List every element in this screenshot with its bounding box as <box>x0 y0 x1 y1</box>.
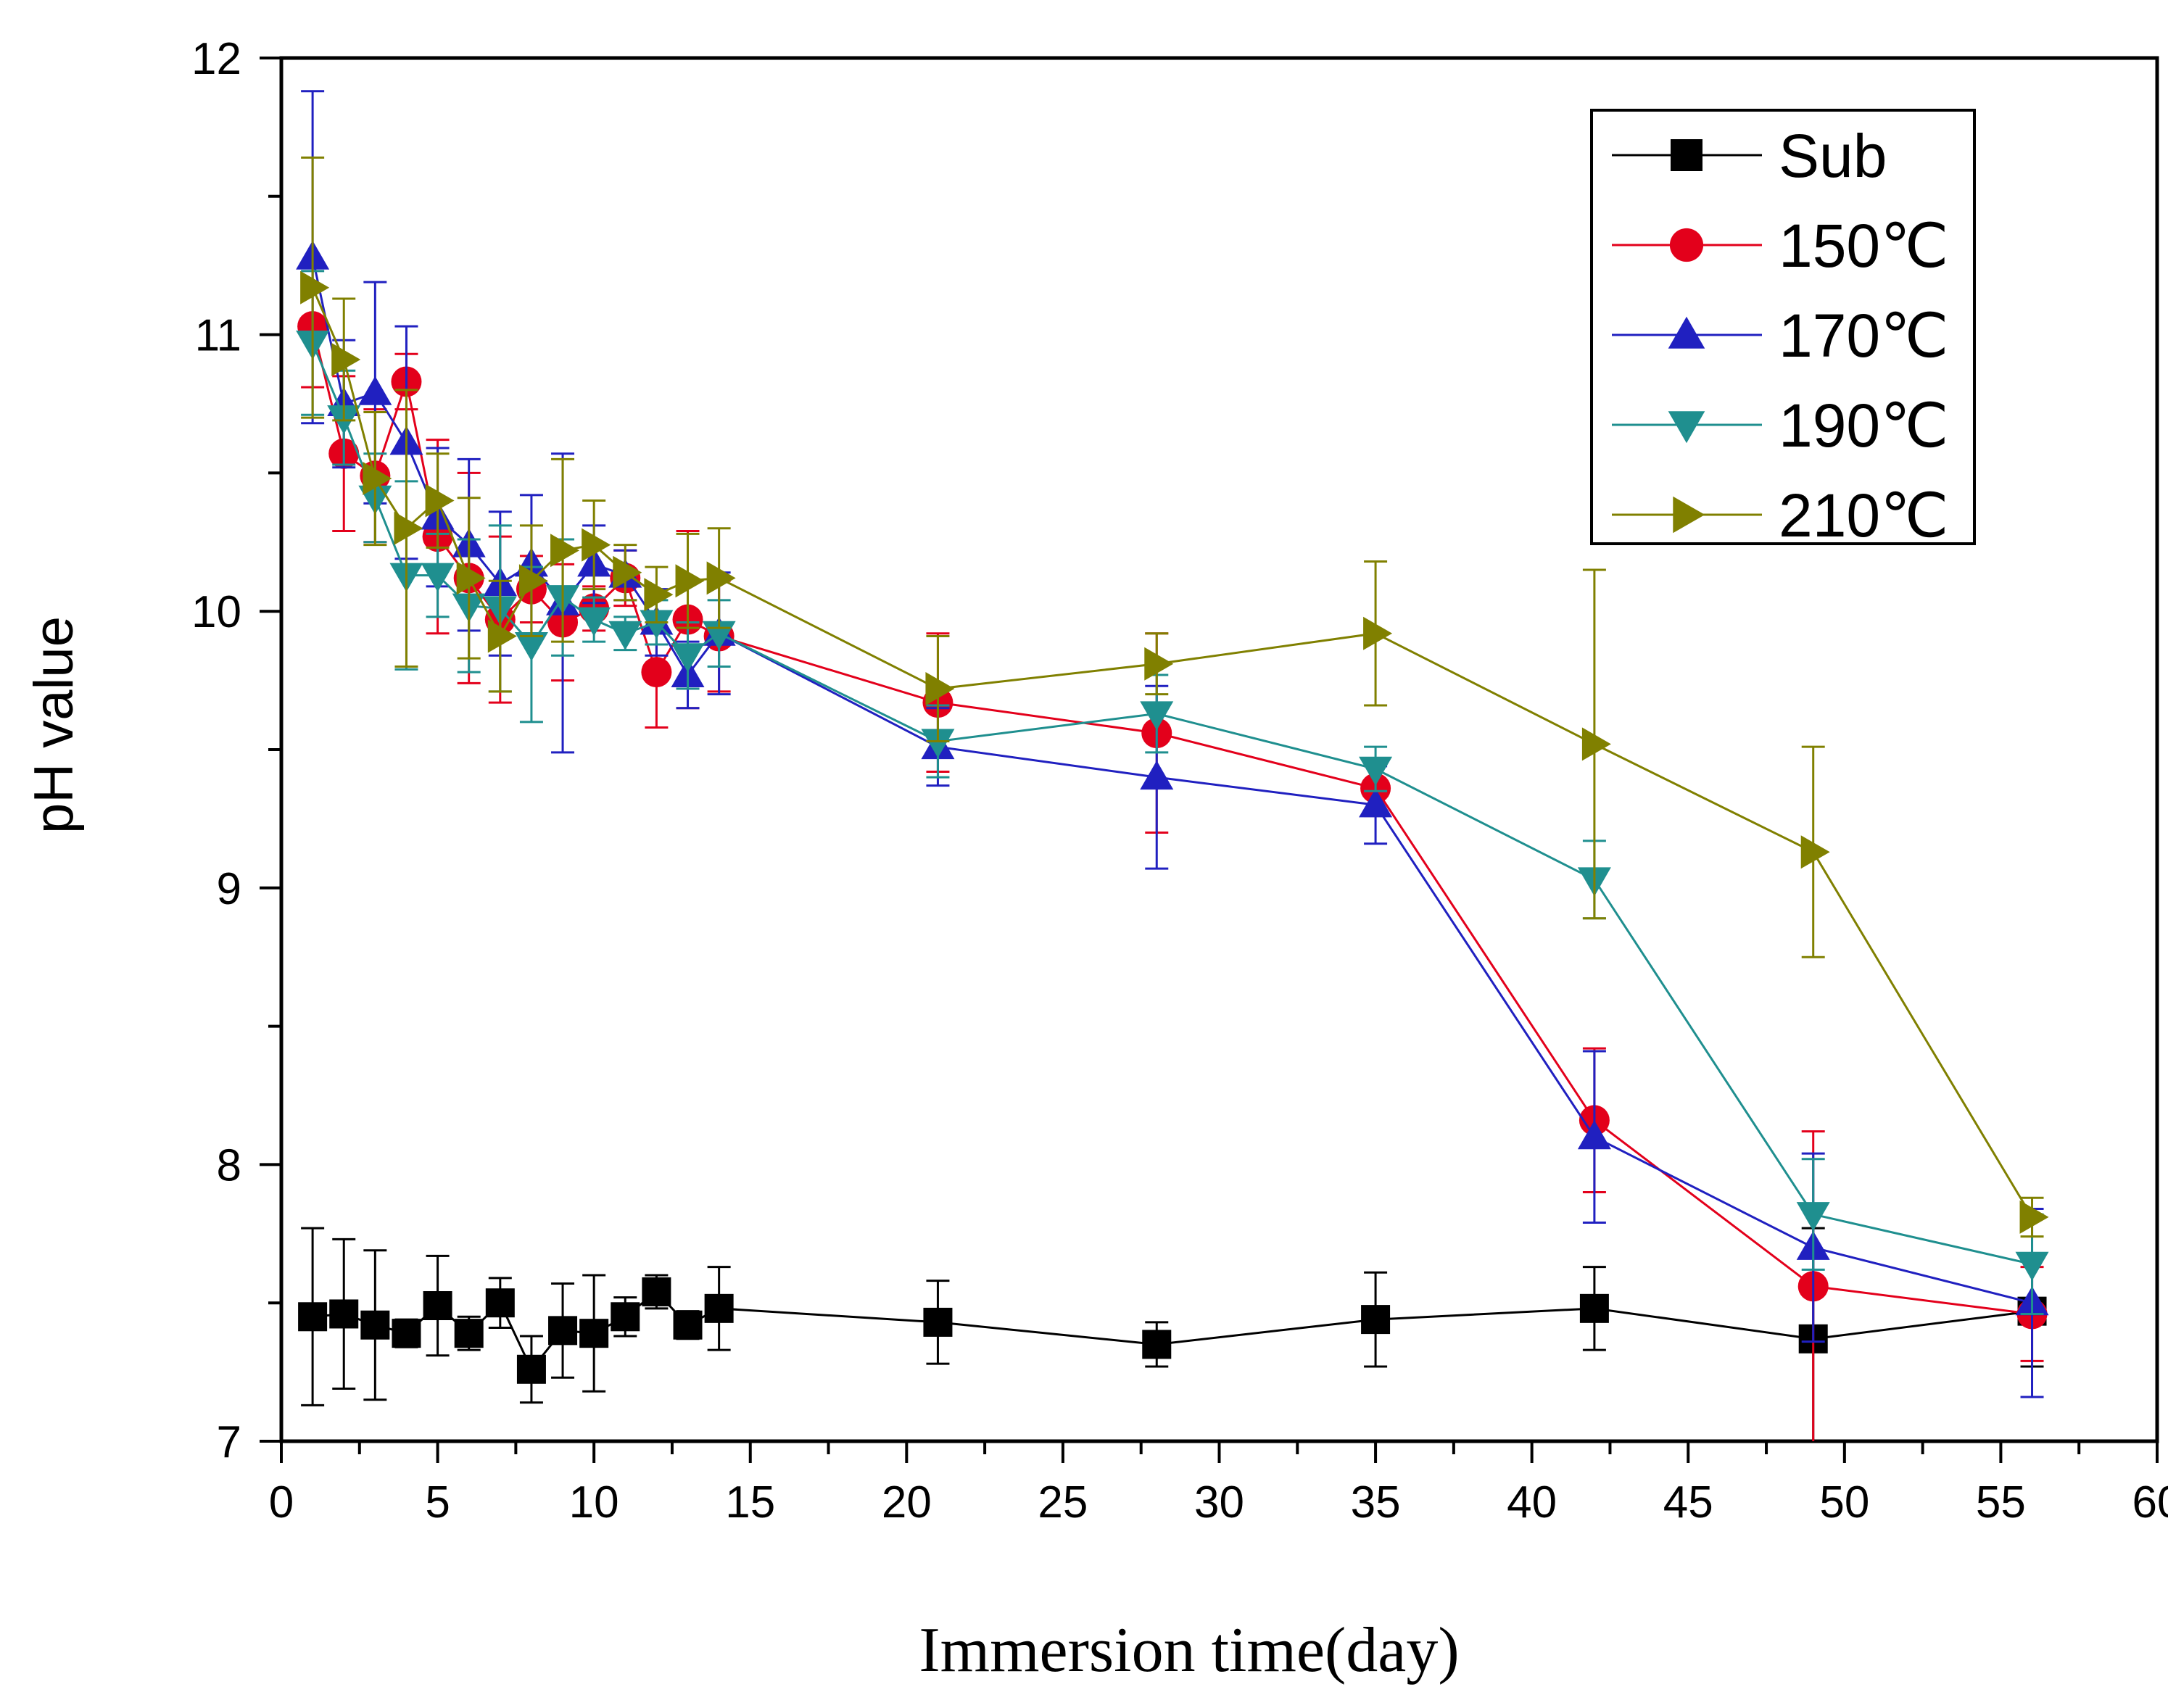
y-tick-label: 10 <box>191 587 241 637</box>
legend-marker <box>1671 139 1702 171</box>
data-point <box>1361 1305 1391 1335</box>
data-point <box>704 1293 734 1323</box>
data-point <box>329 1299 359 1329</box>
data-point <box>1363 616 1393 650</box>
data-point <box>2015 1251 2049 1281</box>
legend-item: 170℃ <box>1612 302 1949 370</box>
data-point <box>548 1316 578 1346</box>
data-point <box>425 484 455 518</box>
data-point <box>392 1319 421 1348</box>
x-tick-label: 10 <box>569 1477 619 1527</box>
data-point <box>640 610 674 639</box>
data-point <box>331 342 361 376</box>
data-point <box>360 1310 390 1340</box>
data-point <box>671 643 705 673</box>
data-point <box>1144 647 1174 681</box>
data-point <box>2019 1200 2049 1234</box>
axes-group: 0 5 10 15 20 25 30 35 40 45 50 55 60 7 8 9 10 11 12 <box>191 34 2168 1527</box>
x-axis-title: Immersion time(day) <box>919 1615 1459 1686</box>
data-point <box>925 672 955 706</box>
data-point <box>641 657 672 688</box>
x-tick-label: 60 <box>2132 1477 2168 1527</box>
data-point <box>298 1302 328 1332</box>
legend-item: Sub <box>1612 122 1887 190</box>
data-point <box>673 1310 703 1340</box>
legend-item: 150℃ <box>1612 212 1949 280</box>
data-point <box>394 511 423 545</box>
data-point <box>644 578 674 612</box>
y-tick-label: 9 <box>217 864 241 914</box>
x-tick-label: 15 <box>725 1477 775 1527</box>
series-group <box>296 90 2049 1441</box>
data-point <box>1140 701 1174 731</box>
data-point <box>358 376 392 405</box>
data-point <box>456 561 486 595</box>
x-tick-label: 55 <box>1976 1477 2026 1527</box>
data-point <box>1579 1293 1609 1323</box>
legend-item: 210℃ <box>1612 481 1949 550</box>
x-tick-label: 5 <box>425 1477 450 1527</box>
x-tick-label: 45 <box>1663 1477 1713 1527</box>
legend-label: 210℃ <box>1779 481 1949 550</box>
data-point <box>514 631 548 661</box>
data-point <box>1796 1202 1830 1232</box>
data-point <box>675 564 705 598</box>
data-point <box>608 621 642 650</box>
data-point <box>421 563 455 592</box>
data-point <box>454 1319 484 1348</box>
data-point <box>706 561 736 595</box>
data-point <box>518 564 548 598</box>
data-point <box>921 729 955 758</box>
data-point <box>579 1319 609 1348</box>
data-point <box>363 462 392 496</box>
series-4 <box>300 156 2049 1238</box>
x-tick-label: 35 <box>1351 1477 1401 1527</box>
legend-label: 190℃ <box>1779 391 1949 460</box>
data-point <box>1800 835 1830 869</box>
data-point <box>487 619 517 653</box>
y-tick-label: 12 <box>191 34 241 84</box>
data-point <box>1142 1330 1172 1359</box>
x-tick-label: 20 <box>882 1477 932 1527</box>
data-point <box>1577 1120 1611 1150</box>
x-tick-label: 50 <box>1819 1477 1869 1527</box>
legend-box <box>1590 109 1976 545</box>
data-point <box>1359 756 1393 786</box>
data-point <box>582 528 611 562</box>
data-point <box>550 534 580 568</box>
y-tick-label: 7 <box>217 1417 241 1467</box>
data-point <box>613 555 642 589</box>
data-point <box>611 1302 640 1332</box>
y-axis-title: pH value <box>23 616 85 834</box>
data-point <box>300 270 330 304</box>
y-tick-label: 11 <box>195 311 241 361</box>
data-point <box>1140 760 1174 790</box>
data-point <box>923 1307 953 1337</box>
data-point <box>642 1277 671 1306</box>
data-point <box>577 607 611 637</box>
series-line <box>311 326 2032 1315</box>
data-point <box>423 1291 452 1321</box>
legend-item: 190℃ <box>1612 391 1949 460</box>
x-tick-label: 25 <box>1038 1477 1088 1527</box>
legend-marker <box>1668 316 1705 349</box>
legend-label: 170℃ <box>1779 302 1949 370</box>
legend-group: Sub 150℃ 170℃ 190℃ 210℃ <box>1590 109 1976 550</box>
x-tick-label: 0 <box>269 1477 294 1527</box>
legend-marker <box>1668 411 1705 444</box>
legend-label: Sub <box>1779 122 1887 190</box>
y-tick-label: 8 <box>217 1140 241 1190</box>
legend-marker <box>1669 228 1704 262</box>
legend-marker <box>1673 496 1705 534</box>
x-tick-label: 40 <box>1507 1477 1557 1527</box>
legend-label: 150℃ <box>1779 212 1949 280</box>
data-point <box>1581 727 1611 761</box>
data-point <box>516 1354 546 1384</box>
x-tick-label: 30 <box>1194 1477 1244 1527</box>
data-point <box>485 1288 515 1318</box>
data-point <box>1359 788 1393 818</box>
series-line <box>311 257 2032 1304</box>
